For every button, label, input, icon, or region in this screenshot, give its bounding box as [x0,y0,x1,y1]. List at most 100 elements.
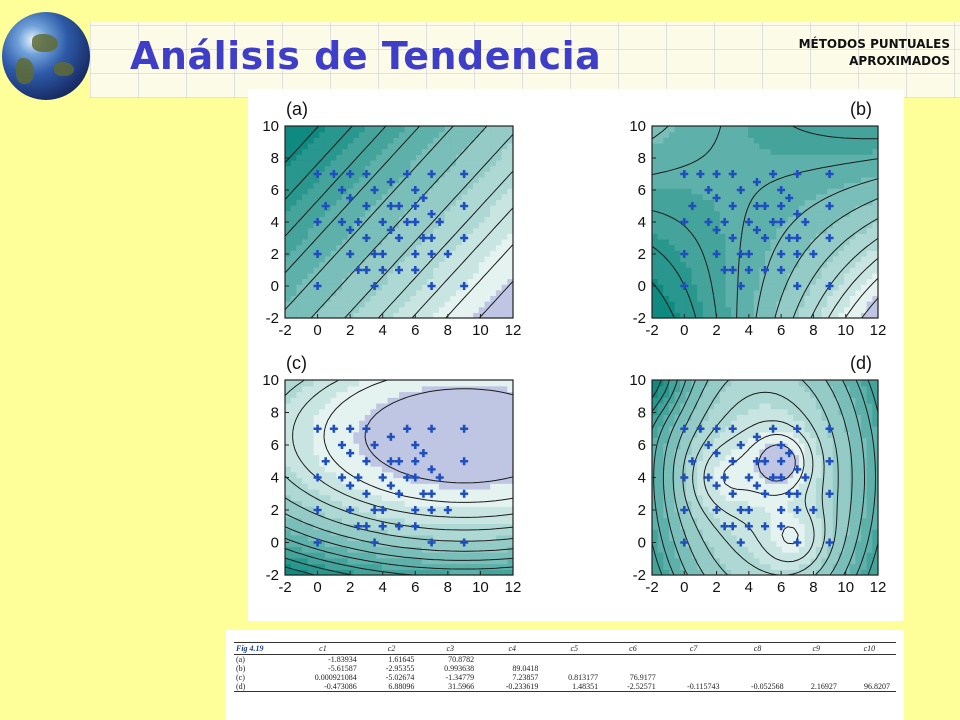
contour-cell [495,216,503,223]
contour-cell [495,289,503,297]
contour-cell [376,222,383,229]
contour-cell [652,483,659,490]
contour-cell [319,142,326,150]
contour-cell [478,199,486,206]
contour-cell [342,483,349,490]
contour-cell [501,477,508,484]
contour-cell [827,529,834,536]
contour-cell [467,306,474,313]
contour-cell [753,171,760,178]
contour-cell [399,380,406,387]
contour-cell [478,126,486,133]
contour-cell [416,397,423,404]
contour-cell [307,301,315,308]
contour-cell [501,397,508,404]
contour-cell [387,529,394,536]
contour-cell [410,391,417,398]
contour-cell [685,511,693,519]
contour-cell [719,205,727,212]
contour-cell [330,569,337,576]
contour-cell [861,210,868,217]
contour-cell [416,471,423,479]
contour-cell [296,454,303,461]
contour-cell [427,182,434,189]
contour-cell [736,494,743,502]
contour-cell [827,295,834,302]
contour-cell [376,483,383,490]
contour-cell [342,408,349,416]
contour-cell [399,126,406,133]
contour-cell [719,483,727,490]
contour-cell [473,233,480,240]
contour-cell [330,552,337,559]
contour-cell [450,563,457,570]
sample-point-plus [825,170,834,178]
contour-cell [285,460,292,467]
contour-cell [410,500,417,507]
contour-cell [478,534,486,542]
contour-cell [336,431,343,438]
contour-cell [849,261,856,268]
contour-cell [307,238,315,246]
contour-cell [393,483,400,490]
contour-cell [393,278,400,285]
contour-cell [674,205,681,212]
contour-cell [787,529,794,536]
contour-cell [433,261,440,268]
contour-cell [490,193,497,201]
contour-cell [861,159,868,167]
contour-cell [685,477,693,484]
contour-cell [742,188,749,195]
contour-cell [501,131,508,138]
contour-cell [849,557,856,565]
contour-cell [495,250,503,257]
contour-cell [285,477,292,484]
contour-cell [319,222,326,229]
contour-cell [866,278,873,285]
contour-cell [330,137,337,144]
contour-cell [798,148,806,155]
contour-cell [461,216,468,223]
contour-cell [765,238,772,246]
contour-cell [342,540,349,547]
contour-cell [714,131,721,138]
contour-cell [456,289,463,297]
contour-cell [427,552,434,559]
contour-cell [668,301,676,308]
contour-cell [652,278,659,285]
contour-cell [473,534,480,542]
contour-cell [364,569,372,576]
contour-cell [787,517,794,524]
contour-cell [770,255,777,263]
contour-cell [404,126,411,133]
contour-cell [290,437,297,444]
sample-point-plus [728,266,737,274]
y-tick-label: 6 [271,182,279,199]
contour-cell [702,540,710,547]
contour-cell [416,182,423,189]
contour-cell [461,188,468,195]
contour-cell [832,289,840,297]
contour-cell [342,165,349,172]
contour-cell [473,255,480,263]
contour-cell [490,278,497,285]
contour-cell [507,448,514,456]
contour-cell [450,154,457,161]
contour-cell [798,534,806,542]
contour-cell [347,255,354,263]
contour-cell [324,165,332,172]
contour-cell [866,488,873,496]
contour-cell [674,182,681,189]
contour-cell [793,517,800,524]
sample-point-plus [411,457,420,466]
contour-cell [313,244,320,251]
contour-cell [748,488,755,496]
contour-cell [359,540,366,547]
contour-cell [748,569,755,576]
contour-cell [714,546,721,553]
contour-cell [708,529,715,536]
contour-cell [872,171,879,178]
contour-cell [674,148,681,155]
contour-cell [433,425,440,433]
contour-cell [827,182,834,189]
